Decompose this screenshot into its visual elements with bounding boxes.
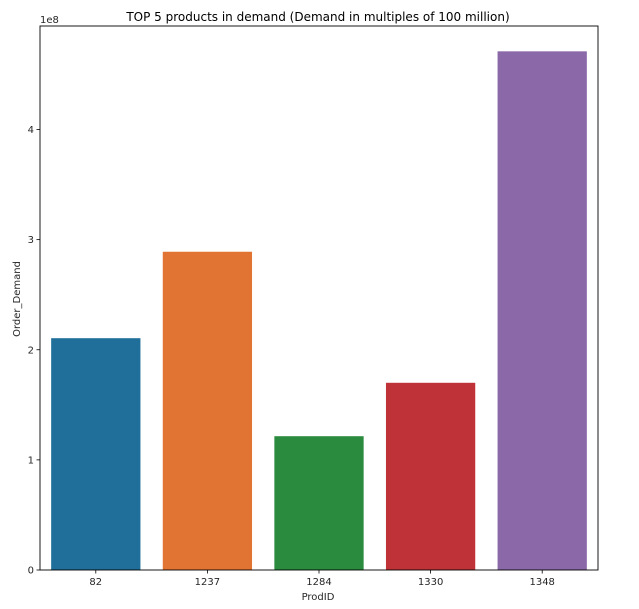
y-tick-label: 1 bbox=[28, 455, 34, 466]
y-axis-label: Order_Demand bbox=[12, 261, 23, 337]
y-tick-label: 3 bbox=[28, 235, 34, 246]
bar-1284 bbox=[274, 436, 364, 570]
x-tick-label: 1330 bbox=[418, 577, 443, 588]
x-axis-ticks: 82 1237 1284 1330 1348 bbox=[89, 570, 555, 588]
x-tick-label: 82 bbox=[89, 577, 102, 588]
x-tick-label: 1284 bbox=[306, 577, 331, 588]
y-tick-label: 2 bbox=[28, 345, 34, 356]
bar-1330 bbox=[385, 382, 476, 570]
bar-1237 bbox=[162, 251, 253, 570]
bar-1348 bbox=[497, 51, 587, 570]
x-tick-label: 1237 bbox=[195, 577, 220, 588]
y-axis-ticks: 0 1 2 3 4 bbox=[28, 125, 40, 577]
y-tick-label: 4 bbox=[28, 125, 34, 136]
chart-title: TOP 5 products in demand (Demand in mult… bbox=[125, 10, 509, 24]
bar-82 bbox=[51, 338, 141, 570]
y-offset-label: 1e8 bbox=[40, 15, 59, 26]
x-tick-label: 1348 bbox=[529, 577, 554, 588]
y-tick-label: 0 bbox=[28, 566, 34, 577]
bars-group bbox=[51, 51, 587, 570]
x-axis-label: ProdID bbox=[302, 592, 335, 603]
plot-frame bbox=[39, 25, 599, 571]
